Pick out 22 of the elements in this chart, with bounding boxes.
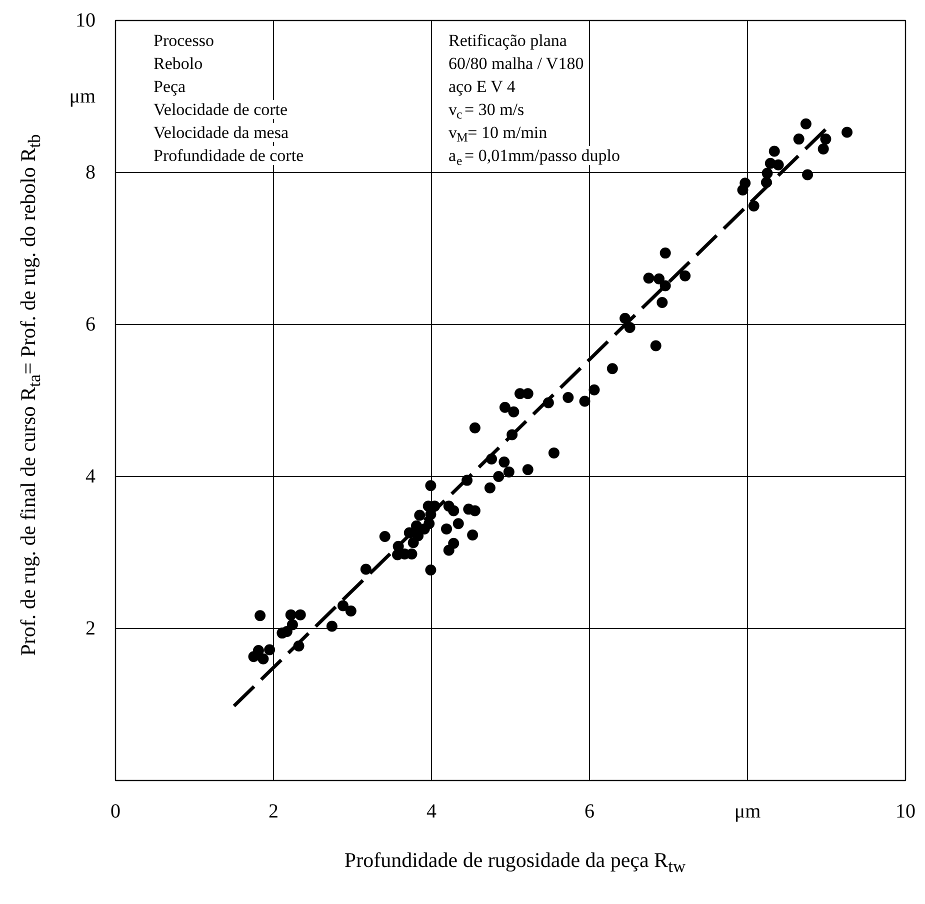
annotation: Processo: [154, 31, 214, 50]
annotation: Profundidade de corte: [154, 146, 304, 165]
x-tick-label: 10: [896, 800, 916, 822]
x-tick-label: 4: [426, 800, 436, 822]
y-tick-label: 6: [86, 314, 96, 336]
annotation: Peça: [154, 77, 186, 96]
y-tick-label: μm: [69, 86, 96, 108]
x-tick-label: 6: [584, 800, 594, 822]
x-tick-label: 0: [110, 800, 120, 822]
y-tick-label: 10: [76, 10, 96, 32]
x-tick-label: μm: [734, 800, 762, 822]
annotation: aço E V 4: [448, 77, 516, 96]
annotation: Velocidade da mesa: [154, 123, 289, 142]
y-tick-label: 2: [86, 618, 96, 640]
annotation: Retificação plana: [448, 31, 568, 50]
annotation: Rebolo: [154, 54, 203, 73]
y-tick-label: 8: [86, 162, 96, 184]
annotation: 60/80 malha / V180: [448, 54, 584, 73]
y-tick-label: 4: [86, 466, 96, 488]
x-axis-title: Profundidade de rugosidade da peça R$_{tw}$: [343, 847, 687, 878]
annotation: Velocidade de corte: [154, 100, 288, 119]
x-tick-label: 2: [268, 800, 278, 822]
